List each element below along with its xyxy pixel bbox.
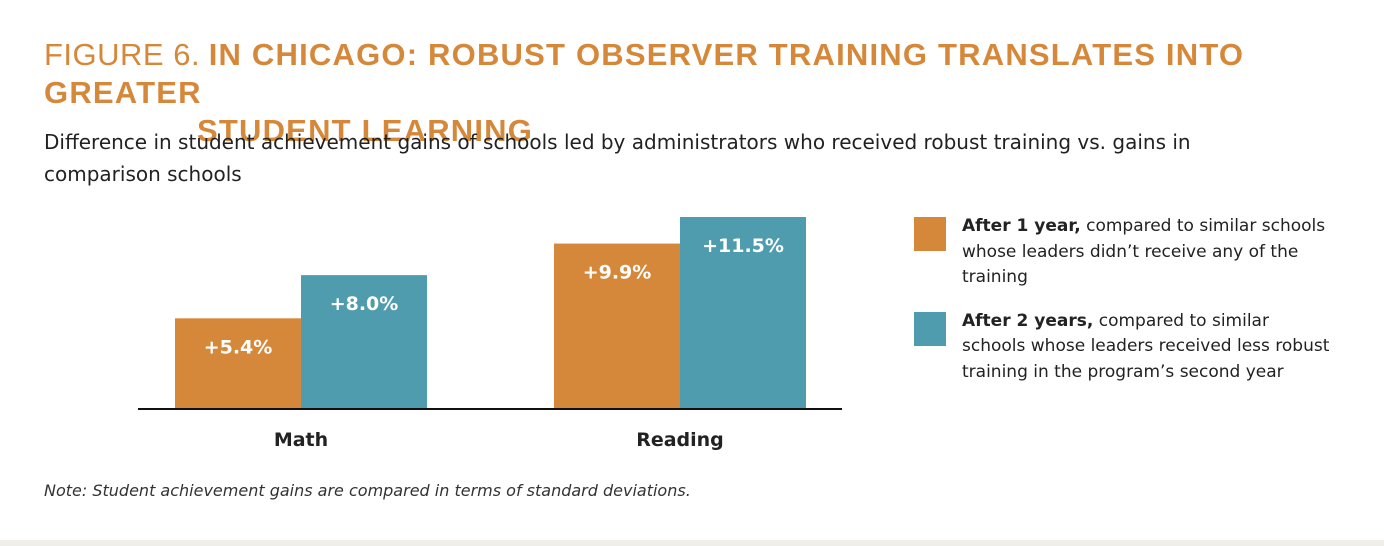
category-label-math: Math xyxy=(274,429,328,451)
bar-reading-year1 xyxy=(554,243,680,408)
legend: After 1 year, compared to similar school… xyxy=(914,214,1334,403)
bar-reading-year2 xyxy=(680,217,806,408)
figure-headline-line1: IN CHICAGO: ROBUST OBSERVER TRAINING TRA… xyxy=(44,37,1245,110)
bar-math-year1 xyxy=(175,318,301,408)
category-label-reading: Reading xyxy=(636,429,724,451)
bar-label-math-year2: +8.0% xyxy=(330,293,399,315)
bar-label-reading-year2: +11.5% xyxy=(702,235,784,257)
legend-text-year1: After 1 year, compared to similar school… xyxy=(962,214,1334,291)
legend-rest-year1: compared to similar schools whose leader… xyxy=(962,216,1326,287)
bottom-strip xyxy=(0,540,1384,546)
legend-swatch-year1 xyxy=(914,217,946,251)
legend-item-year1: After 1 year, compared to similar school… xyxy=(914,214,1334,291)
legend-bold-year1: After 1 year, xyxy=(962,216,1081,236)
legend-swatch-year2 xyxy=(914,311,946,346)
bar-label-reading-year1: +9.9% xyxy=(583,262,652,284)
legend-text-year2: After 2 years, compared to similar schoo… xyxy=(962,309,1334,386)
bar-label-math-year1: +5.4% xyxy=(204,336,273,358)
bar-math-year2 xyxy=(301,275,427,408)
chart-subtitle: Difference in student achievement gains … xyxy=(44,130,1191,186)
figure-headline-line2: STUDENT LEARNING xyxy=(197,113,534,148)
chart-note: Note: Student achievement gains are comp… xyxy=(44,481,691,500)
bar-chart: +5.4% +8.0% Math +9.9% +11.5% Reading xyxy=(138,217,842,451)
figure-label: FIGURE 6. xyxy=(44,37,201,72)
legend-rest-year2: compared to similar schools whose leader… xyxy=(962,310,1330,382)
legend-bold-year2: After 2 years, xyxy=(962,310,1094,331)
legend-item-year2: After 2 years, compared to similar schoo… xyxy=(914,309,1334,386)
figure-title: FIGURE 6. IN CHICAGO: ROBUST OBSERVER TR… xyxy=(44,36,1384,150)
